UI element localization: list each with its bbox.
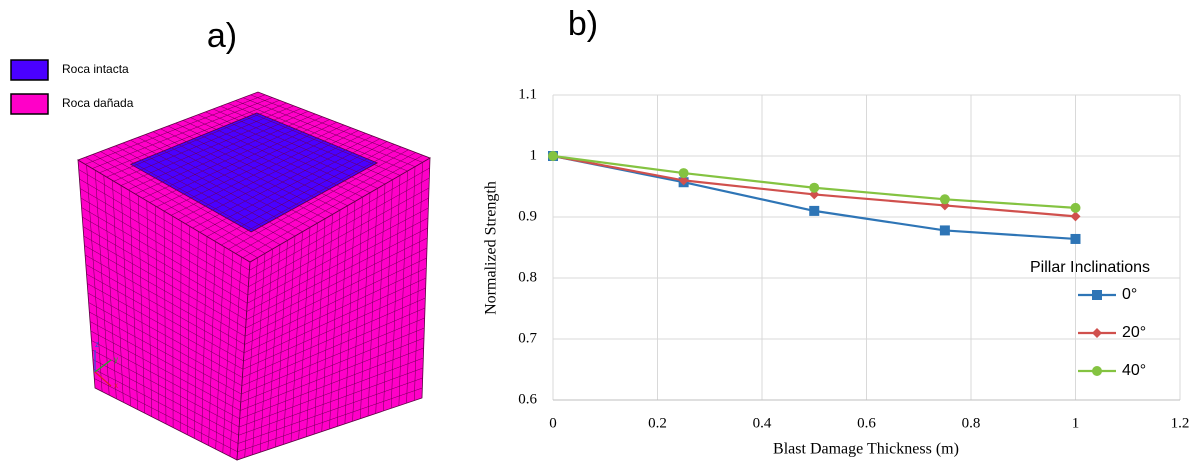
figure: a) b) Blast Damage Thickness (m) Normali… — [0, 0, 1195, 461]
cube — [78, 92, 430, 460]
y-tick-label: 1.1 — [518, 86, 537, 102]
x-tick-label: 1 — [1072, 415, 1080, 431]
legend-label: 20° — [1122, 324, 1146, 341]
point — [809, 206, 819, 216]
point — [548, 151, 558, 161]
axis-triad-label: x — [114, 381, 118, 390]
x-tick-label: 0.6 — [857, 415, 876, 431]
series-line — [553, 156, 1076, 208]
panel-label: b) — [568, 5, 598, 43]
y-tick-label: 0.9 — [518, 208, 537, 224]
legend-marker — [1092, 366, 1102, 376]
legend-marker — [1092, 328, 1102, 338]
y-tick-label: 0.6 — [518, 391, 537, 407]
legend-label: Roca dañada — [62, 96, 134, 110]
panel-label: a) — [207, 17, 237, 55]
point — [940, 225, 950, 235]
x-tick-label: 0.2 — [648, 415, 667, 431]
legend-swatch — [11, 94, 48, 114]
point — [940, 194, 950, 204]
legend-swatch — [11, 60, 48, 80]
x-tick-label: 1.2 — [1171, 415, 1190, 431]
y-tick-label: 1 — [530, 147, 538, 163]
axis-triad-label: y — [114, 355, 118, 364]
legend-label: 0° — [1122, 286, 1137, 303]
x-tick-label: 0 — [549, 415, 557, 431]
y-tick-label: 0.7 — [518, 330, 537, 346]
x-tick-label: 0.4 — [753, 415, 772, 431]
axis-triad-label: z — [95, 340, 99, 349]
legend-title: Pillar Inclinations — [1030, 259, 1150, 276]
point — [1071, 211, 1081, 221]
x-axis-title: Blast Damage Thickness (m) — [773, 441, 959, 458]
point — [809, 183, 819, 193]
legend-marker — [1092, 290, 1102, 300]
point — [679, 168, 689, 178]
y-axis-title: Normalized Strength — [483, 181, 500, 315]
x-tick-label: 0.8 — [962, 415, 981, 431]
legend-label: Roca intacta — [62, 62, 129, 76]
legend-label: 40° — [1122, 362, 1146, 379]
y-tick-label: 0.8 — [518, 269, 537, 285]
point — [1071, 234, 1081, 244]
point — [1071, 203, 1081, 213]
